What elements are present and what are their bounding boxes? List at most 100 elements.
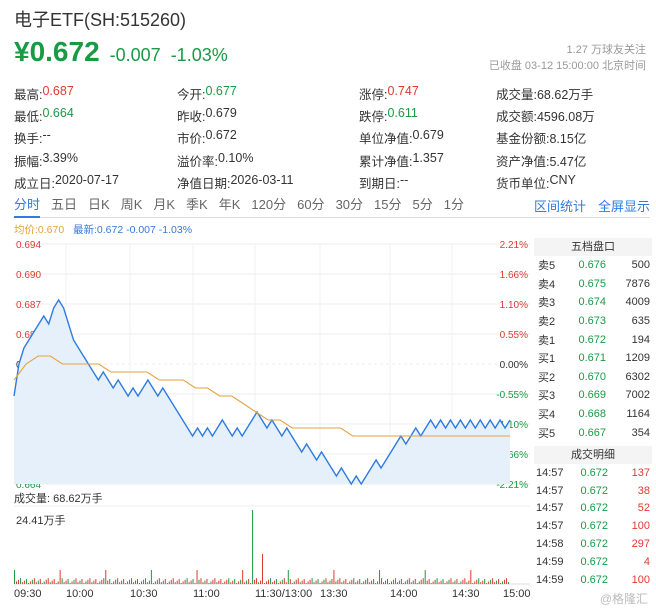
ob-volume: 4009 xyxy=(625,296,650,309)
ob-price: 0.670 xyxy=(578,370,606,383)
trade-detail-title[interactable]: 成交明细 xyxy=(534,445,652,464)
trade-row: 14:57 0.672 38 xyxy=(534,482,652,500)
volume-bar xyxy=(331,579,333,584)
volume-bar xyxy=(87,579,89,584)
volume-bar xyxy=(474,581,476,584)
volume-bar xyxy=(508,582,510,584)
volume-bar xyxy=(144,578,146,584)
volume-bar xyxy=(265,581,267,584)
volume-bar xyxy=(57,581,59,584)
stat-value: 0.664 xyxy=(42,106,74,121)
ob-price: 0.675 xyxy=(578,277,606,290)
trade-price: 0.672 xyxy=(580,520,608,533)
tab-9[interactable]: 30分 xyxy=(335,197,364,212)
stat-label: 成立日: xyxy=(14,177,55,192)
volume-bar xyxy=(204,580,206,584)
volume-bar xyxy=(277,583,279,584)
ob-price: 0.671 xyxy=(578,352,606,365)
volume-bar xyxy=(468,580,470,584)
volume-bar xyxy=(148,580,150,584)
tab-7[interactable]: 120分 xyxy=(251,197,287,212)
intraday-chart[interactable]: 0.694 2.21% 0.690 1.66% 0.687 1.10% 0.683 0.55%… xyxy=(0,234,534,604)
volume-bar xyxy=(129,579,131,584)
stat-label: 货币单位: xyxy=(496,177,550,192)
trade-volume: 137 xyxy=(631,466,650,479)
volume-bar xyxy=(386,579,388,584)
volume-bar xyxy=(202,582,204,584)
trade-row: 14:57 0.672 100 xyxy=(534,517,652,535)
volume-bar xyxy=(53,579,55,584)
tab-8[interactable]: 60分 xyxy=(297,197,325,212)
tab-10[interactable]: 15分 xyxy=(374,197,402,212)
volume-bar xyxy=(180,583,182,584)
volume-bar xyxy=(269,578,271,584)
stat-value: 68.62万手 xyxy=(536,87,594,102)
order-book-row: 卖4 0.675 7876 xyxy=(534,275,652,294)
tab-1[interactable]: 五日 xyxy=(51,197,78,212)
tab-5[interactable]: 季K xyxy=(186,197,208,212)
trade-volume: 38 xyxy=(637,484,650,497)
range-stats-button[interactable]: 区间统计 xyxy=(533,199,586,214)
y-right-tick-label: 0.55% xyxy=(500,330,528,341)
volume-bar xyxy=(283,578,285,584)
volume-bar xyxy=(178,579,180,584)
volume-bar xyxy=(113,581,115,584)
trade-volume: 100 xyxy=(631,520,650,533)
volume-bar xyxy=(91,582,93,584)
tab-4[interactable]: 月K xyxy=(153,197,176,212)
volume-bar xyxy=(83,583,85,584)
stat-label: 资产净值: xyxy=(496,154,550,169)
volume-bar xyxy=(95,579,97,584)
volume-bar xyxy=(41,583,43,584)
y-right-tick-label: -2.21% xyxy=(496,480,528,491)
volume-bar xyxy=(154,581,156,584)
volume-bar xyxy=(327,582,329,584)
volume-bar xyxy=(59,570,61,584)
volume-bar xyxy=(127,581,129,584)
tab-actions: 区间统计 全屏显示 xyxy=(534,196,650,217)
volume-bar xyxy=(174,582,176,584)
trade-time: 14:58 xyxy=(536,538,564,551)
stat-value: 0.679 xyxy=(205,106,237,121)
tab-0[interactable]: 分时 xyxy=(14,196,41,218)
volume-bar xyxy=(85,581,87,584)
tab-11[interactable]: 5分 xyxy=(412,197,433,212)
y-tick-label: 0.690 xyxy=(16,270,41,281)
stat-cell: 振幅: 3.39% xyxy=(14,151,177,170)
volume-bar xyxy=(230,582,232,584)
volume-bar xyxy=(75,578,77,584)
volume-bar xyxy=(166,583,168,584)
fullscreen-button[interactable]: 全屏显示 xyxy=(597,199,650,214)
volume-bar xyxy=(158,578,160,584)
trade-price: 0.672 xyxy=(580,555,608,568)
volume-bar xyxy=(470,570,472,584)
order-book: 卖5 0.676 500 卖4 0.675 7876 卖3 0.674 4009 卖2 0.673 6… xyxy=(534,256,652,442)
stat-label: 到期日: xyxy=(359,177,400,192)
volume-bar xyxy=(47,578,49,584)
tab-6[interactable]: 年K xyxy=(218,197,241,212)
volume-bar xyxy=(168,581,170,584)
volume-bar xyxy=(123,579,125,584)
trade-price: 0.672 xyxy=(580,484,608,497)
avg-price-line xyxy=(13,355,510,437)
volume-bar xyxy=(390,581,392,584)
volume-bar xyxy=(99,581,101,584)
volume-bar xyxy=(506,578,508,584)
tab-2[interactable]: 日K xyxy=(88,197,110,212)
volume-bar xyxy=(260,580,262,584)
trade-row: 14:59 0.672 100 xyxy=(534,571,652,589)
tab-12[interactable]: 1分 xyxy=(443,197,464,212)
tab-3[interactable]: 周K xyxy=(120,197,143,212)
volume-bar xyxy=(65,580,67,584)
y-tick-label: 0.687 xyxy=(16,300,41,311)
stat-cell: 今开: 0.677 xyxy=(177,84,359,103)
volume-bar xyxy=(343,580,345,584)
volume-bar xyxy=(406,579,408,584)
volume-bar xyxy=(297,578,299,584)
ob-price: 0.668 xyxy=(578,408,606,421)
followers-count[interactable]: 1.27 万球友关注 xyxy=(566,44,646,56)
x-tick-label: 11:00 xyxy=(193,588,220,600)
volume-bar xyxy=(194,583,196,584)
stat-label: 今开: xyxy=(177,87,206,102)
volume-bar xyxy=(69,583,71,584)
